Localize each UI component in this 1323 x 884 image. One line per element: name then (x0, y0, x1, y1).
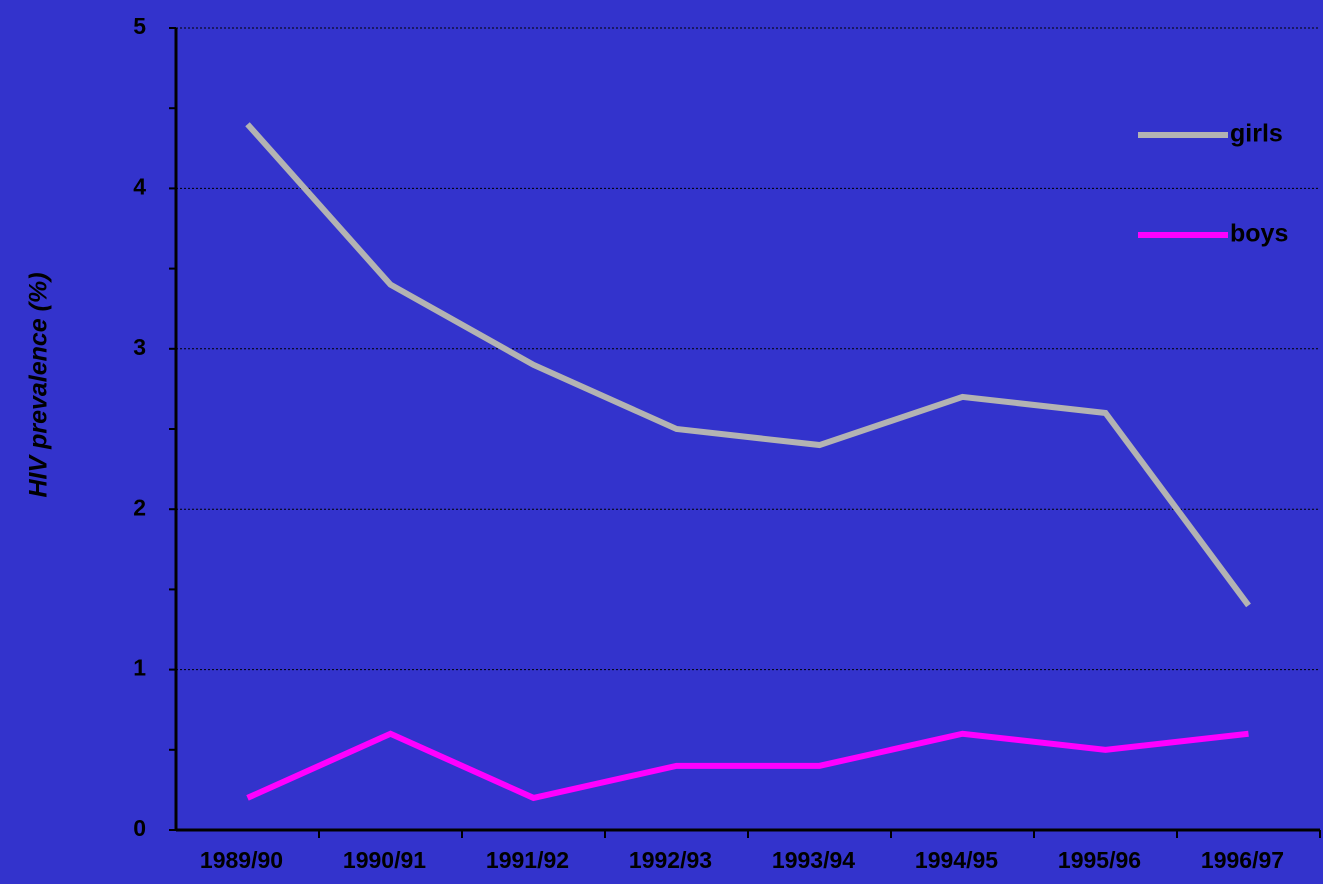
x-tick-label: 1990/91 (343, 847, 426, 873)
y-axis-label: HIV prevalence (%) (25, 272, 53, 497)
series-line (246, 730, 1249, 802)
x-tick-label: 1989/90 (200, 847, 283, 873)
y-tick-label: 4 (133, 173, 146, 199)
x-tick-label: 1993/94 (772, 847, 855, 873)
series-line (245, 122, 1251, 608)
x-tick-label: 1995/96 (1058, 847, 1141, 873)
y-tick-label: 0 (133, 815, 146, 841)
x-tick-label: 1992/93 (629, 847, 712, 873)
x-tick-label: 1994/95 (915, 847, 998, 873)
y-tick-label: 3 (133, 334, 146, 360)
x-tick-label: 1996/97 (1201, 847, 1284, 873)
x-tick-label: 1991/92 (486, 847, 569, 873)
y-tick-label: 1 (133, 655, 146, 681)
legend-label: boys (1230, 220, 1288, 248)
y-tick-label: 5 (133, 13, 146, 39)
y-tick-label: 2 (133, 494, 146, 520)
legend-label: girls (1230, 120, 1283, 148)
